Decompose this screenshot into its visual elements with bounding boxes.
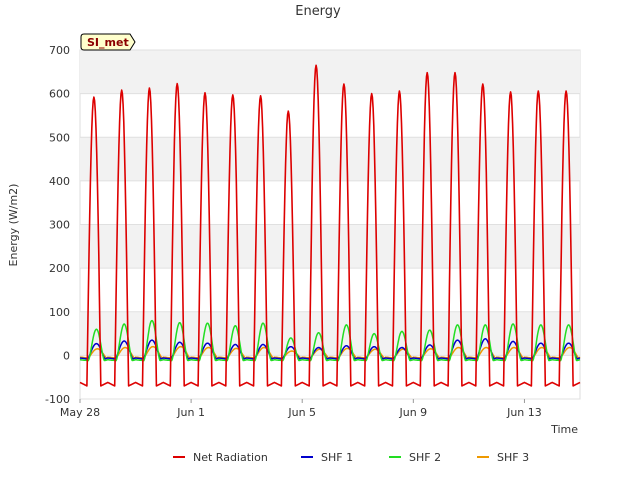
- y-tick-label: 0: [63, 349, 70, 362]
- series-layer: [79, 64, 581, 387]
- y-tick-label: 200: [49, 262, 70, 275]
- plot-band: [80, 311, 580, 356]
- plot-band: [80, 137, 580, 181]
- site-label: SI_met: [87, 36, 129, 49]
- legend-label: SHF 3: [497, 451, 529, 464]
- legend-label: SHF 2: [409, 451, 441, 464]
- chart-title: Energy: [295, 4, 341, 19]
- x-tick-label: Jun 13: [506, 406, 542, 419]
- plot-band: [80, 224, 580, 269]
- y-axis-title: Energy (W/m2): [7, 184, 20, 267]
- series-line-shf-3: [79, 345, 581, 359]
- y-tick-label: 400: [49, 175, 70, 188]
- gridlines: [80, 49, 580, 400]
- x-axis-ticks: May 28 Jun 1 Jun 5 Jun 9 Jun 13: [60, 399, 542, 419]
- x-axis-title: Time: [550, 423, 578, 436]
- x-tick-label: Jun 9: [398, 406, 427, 419]
- site-label-box: SI_met: [80, 33, 136, 51]
- series-line-shf-2: [79, 319, 581, 362]
- plot-band: [80, 50, 580, 94]
- y-tick-label: 300: [49, 219, 70, 232]
- series-line-net-radiation: [79, 64, 581, 387]
- x-tick-label: Jun 5: [287, 406, 316, 419]
- y-axis-ticks: -100 0 100 200 300 400 500 600 700: [45, 44, 70, 406]
- y-tick-label: 100: [49, 306, 70, 319]
- legend: Net Radiation SHF 1 SHF 2 SHF 3: [173, 451, 529, 464]
- x-tick-label: May 28: [60, 406, 100, 419]
- y-tick-label: 500: [49, 131, 70, 144]
- y-tick-label: -100: [45, 393, 70, 406]
- legend-label: Net Radiation: [193, 451, 268, 464]
- y-tick-label: 600: [49, 88, 70, 101]
- x-tick-label: Jun 1: [176, 406, 205, 419]
- series-line-shf-1: [79, 338, 581, 360]
- y-tick-label: 700: [49, 44, 70, 57]
- legend-label: SHF 1: [321, 451, 353, 464]
